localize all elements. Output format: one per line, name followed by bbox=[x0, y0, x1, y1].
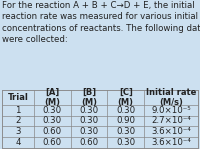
Text: 3.6×10⁻⁴: 3.6×10⁻⁴ bbox=[151, 127, 191, 136]
Text: Initial rate
(M/s): Initial rate (M/s) bbox=[146, 88, 196, 107]
Text: 0.60: 0.60 bbox=[43, 127, 62, 136]
Text: [A]
(M): [A] (M) bbox=[44, 88, 60, 107]
Text: 2: 2 bbox=[15, 117, 21, 125]
Text: 2.7×10⁻⁴: 2.7×10⁻⁴ bbox=[151, 117, 191, 125]
Text: Trial: Trial bbox=[7, 93, 28, 102]
Text: 1: 1 bbox=[15, 106, 21, 115]
Text: 0.30: 0.30 bbox=[79, 127, 99, 136]
Text: 0.30: 0.30 bbox=[116, 106, 135, 115]
Text: 9.0×10⁻⁵: 9.0×10⁻⁵ bbox=[151, 106, 191, 115]
Text: [C]
(M): [C] (M) bbox=[118, 88, 134, 107]
Text: 0.30: 0.30 bbox=[43, 106, 62, 115]
Text: For the reaction A + B + C→D + E, the initial
reaction rate was measured for var: For the reaction A + B + C→D + E, the in… bbox=[2, 1, 200, 44]
Text: 3: 3 bbox=[15, 127, 21, 136]
Text: 4: 4 bbox=[15, 138, 21, 147]
Bar bbox=[2, 90, 198, 148]
Text: 0.60: 0.60 bbox=[43, 138, 62, 147]
Text: 0.60: 0.60 bbox=[79, 138, 99, 147]
Text: 0.30: 0.30 bbox=[79, 117, 99, 125]
Text: 0.30: 0.30 bbox=[43, 117, 62, 125]
Text: 0.30: 0.30 bbox=[116, 127, 135, 136]
Text: 3.6×10⁻⁴: 3.6×10⁻⁴ bbox=[151, 138, 191, 147]
Text: 0.30: 0.30 bbox=[79, 106, 99, 115]
Text: 0.90: 0.90 bbox=[116, 117, 135, 125]
Text: 0.30: 0.30 bbox=[116, 138, 135, 147]
Text: [B]
(M): [B] (M) bbox=[81, 88, 97, 107]
